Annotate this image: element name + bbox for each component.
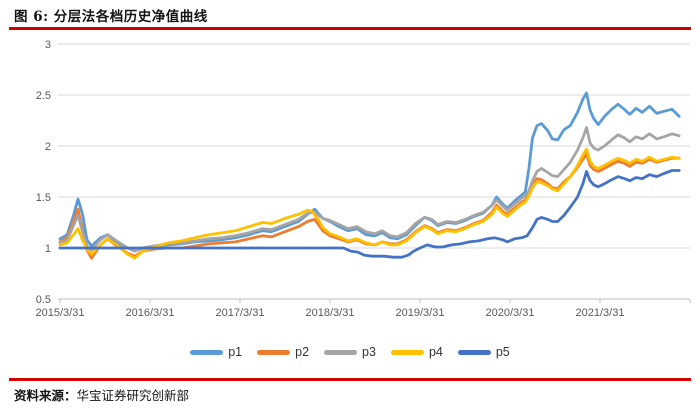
legend-swatch-p1: [190, 349, 224, 355]
y-tick-label: 2: [45, 141, 51, 153]
x-tick-label: 2018/3/31: [306, 307, 355, 319]
x-tick-label: 2016/3/31: [126, 307, 175, 319]
x-tick-label: 2015/3/31: [36, 307, 85, 319]
y-tick-label: 1.5: [36, 192, 51, 204]
figure-title: 图 6: 分层法各档历史净值曲线: [14, 9, 208, 25]
legend-swatch-p2: [257, 349, 291, 355]
legend-label-p4: p4: [428, 344, 443, 359]
y-tick-label: 3: [45, 39, 51, 51]
source-text: 华宝证券研究创新部: [76, 388, 190, 403]
legend-item-p4: p4: [390, 344, 443, 359]
bottom-red-rule: [9, 378, 691, 381]
legend-item-p5: p5: [457, 344, 510, 359]
nav-line-chart: 0.5 1 1.5 2 2.5 3 2015/3/31 2016/3/31 2017/3/31 2…: [36, 39, 691, 319]
series-line-p5: [58, 169, 681, 259]
legend-label-p1: p1: [228, 344, 243, 359]
x-tick-label: 2017/3/31: [216, 307, 265, 319]
legend-item-p3: p3: [324, 346, 376, 359]
legend-swatch-p5: [457, 349, 491, 355]
legend-item-p2: p2: [257, 346, 309, 359]
series-line-p4: [58, 147, 681, 260]
legend-swatch-p3: [324, 349, 358, 355]
top-red-rule: [9, 27, 691, 30]
x-tick-label: 2021/3/31: [576, 307, 625, 319]
source-note: 资料来源：华宝证券研究创新部: [14, 385, 189, 404]
x-tick-label: 2020/3/31: [486, 307, 535, 319]
y-tick-label: 1: [45, 243, 51, 255]
y-tick-label: 0.5: [36, 294, 51, 306]
legend-swatch-p4: [390, 349, 424, 355]
legend-item-p1: p1: [190, 346, 242, 359]
chart-legend: p1 p2 p3 p4 p5: [0, 343, 700, 361]
legend-label-p3: p3: [362, 344, 376, 359]
source-label: 资料来源：: [14, 388, 77, 403]
x-tick-label: 2019/3/31: [396, 307, 445, 319]
legend-label-p5: p5: [495, 344, 510, 359]
y-tick-label: 2.5: [36, 90, 51, 102]
legend-label-p2: p2: [295, 344, 310, 359]
